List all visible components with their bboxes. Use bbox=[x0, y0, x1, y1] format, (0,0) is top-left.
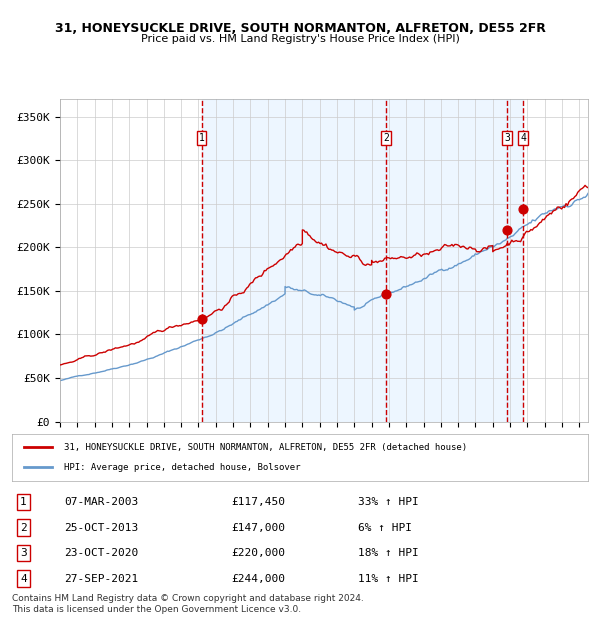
Text: £117,450: £117,450 bbox=[231, 497, 285, 507]
Text: Contains HM Land Registry data © Crown copyright and database right 2024.
This d: Contains HM Land Registry data © Crown c… bbox=[12, 595, 364, 614]
Text: 3: 3 bbox=[504, 133, 510, 143]
Text: £147,000: £147,000 bbox=[231, 523, 285, 533]
Text: 4: 4 bbox=[520, 133, 526, 143]
Text: 27-SEP-2021: 27-SEP-2021 bbox=[64, 574, 138, 584]
Point bbox=[197, 314, 206, 324]
Text: 31, HONEYSUCKLE DRIVE, SOUTH NORMANTON, ALFRETON, DE55 2FR (detached house): 31, HONEYSUCKLE DRIVE, SOUTH NORMANTON, … bbox=[64, 443, 467, 451]
Text: 1: 1 bbox=[20, 497, 27, 507]
Text: £220,000: £220,000 bbox=[231, 548, 285, 558]
Text: 4: 4 bbox=[20, 574, 27, 584]
Text: 33% ↑ HPI: 33% ↑ HPI bbox=[358, 497, 418, 507]
Bar bbox=[386, 99, 507, 422]
Text: HPI: Average price, detached house, Bolsover: HPI: Average price, detached house, Bols… bbox=[64, 463, 301, 472]
Text: Price paid vs. HM Land Registry's House Price Index (HPI): Price paid vs. HM Land Registry's House … bbox=[140, 34, 460, 44]
Text: £244,000: £244,000 bbox=[231, 574, 285, 584]
Bar bbox=[202, 99, 386, 422]
Text: 1: 1 bbox=[199, 133, 205, 143]
Point bbox=[381, 288, 391, 298]
Text: 2: 2 bbox=[383, 133, 389, 143]
Text: 23-OCT-2020: 23-OCT-2020 bbox=[64, 548, 138, 558]
Text: 18% ↑ HPI: 18% ↑ HPI bbox=[358, 548, 418, 558]
Text: 31, HONEYSUCKLE DRIVE, SOUTH NORMANTON, ALFRETON, DE55 2FR: 31, HONEYSUCKLE DRIVE, SOUTH NORMANTON, … bbox=[55, 22, 545, 35]
Text: 6% ↑ HPI: 6% ↑ HPI bbox=[358, 523, 412, 533]
Text: 3: 3 bbox=[20, 548, 27, 558]
Bar bbox=[507, 99, 523, 422]
Text: 25-OCT-2013: 25-OCT-2013 bbox=[64, 523, 138, 533]
Text: 07-MAR-2003: 07-MAR-2003 bbox=[64, 497, 138, 507]
Text: 2: 2 bbox=[20, 523, 27, 533]
Point bbox=[502, 225, 512, 235]
Text: 11% ↑ HPI: 11% ↑ HPI bbox=[358, 574, 418, 584]
Point bbox=[518, 204, 528, 214]
